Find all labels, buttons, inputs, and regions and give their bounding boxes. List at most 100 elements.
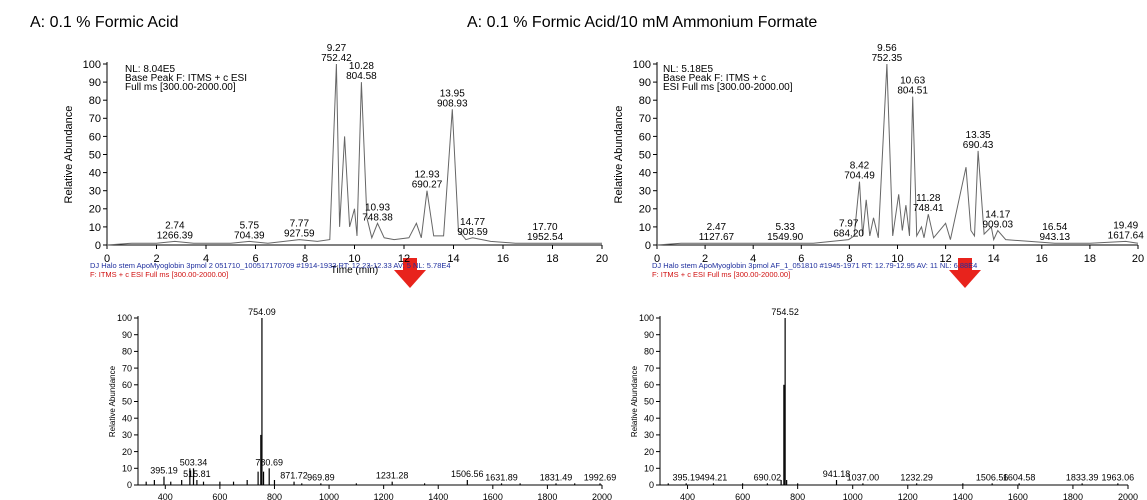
peak-time-label: 10.63 (900, 76, 925, 87)
y-tick-label: 100 (639, 313, 654, 323)
peak-time-label: 2.47 (707, 222, 727, 233)
peak-time-label: 9.27 (327, 43, 347, 54)
trace (656, 63, 1139, 246)
x-tick-label: 4 (750, 253, 756, 265)
x-axis-label: Time (min) (331, 265, 378, 276)
y-tick-label: 50 (644, 397, 654, 407)
peak-time-label: 12.93 (415, 170, 440, 181)
peak-mz-label: 927.59 (284, 229, 315, 240)
peak-time-label: 9.56 (877, 43, 897, 54)
spectrum-header: F: ITMS + c ESI Full ms [300.00-2000.00] (90, 270, 228, 279)
peak-time-label: 19.49 (1113, 220, 1138, 231)
y-tick-label: 60 (122, 380, 132, 390)
peak-time-label: 16.54 (1042, 222, 1067, 233)
peak-mz-label: 752.35 (872, 53, 903, 64)
peak-mz-label: 690.02 (754, 472, 782, 482)
peak-mz-label: 1617.64 (1108, 230, 1145, 241)
annotation: Base Peak F: ITMS + c ESI (125, 73, 247, 84)
peak-mz-label: 908.93 (437, 98, 468, 109)
x-tick-label: 6 (798, 253, 804, 265)
chart-title: A: 0.1 % Formic Acid (30, 14, 179, 31)
y-tick-label: 10 (639, 222, 651, 234)
peak-time-label: 17.70 (533, 222, 558, 233)
x-tick-label: 10 (348, 253, 360, 265)
peak-mz-label: 684.20 (833, 229, 864, 240)
x-tick-label: 0 (104, 253, 110, 265)
arrow (949, 258, 981, 288)
peak-mz-label: 1127.67 (699, 232, 735, 243)
peak-time-label: 7.77 (290, 219, 310, 230)
peak-mz-label: 1506.56 (451, 469, 484, 479)
peak-mz-label: 1631.89 (485, 472, 518, 482)
peak-time-label: 5.75 (240, 220, 260, 231)
x-tick-label: 12 (939, 253, 951, 265)
peak-mz-label: 1831.49 (540, 472, 573, 482)
x-tick-label: 1000 (319, 492, 339, 500)
spectrum-header: DJ Halo stem ApoMyoglobin 3pmol AF_1_051… (652, 261, 977, 270)
peak-mz-label: 969.89 (307, 472, 335, 482)
arrow (394, 258, 426, 288)
x-tick-label: 400 (680, 492, 695, 500)
y-tick-label: 30 (89, 186, 101, 198)
y-tick-label: 90 (89, 77, 101, 89)
peak-time-label: 2.74 (165, 220, 185, 231)
y-tick-label: 80 (122, 347, 132, 357)
y-tick-label: 70 (644, 363, 654, 373)
peak-mz-label: 690.43 (963, 140, 994, 151)
peak-mz-label: 690.27 (412, 180, 443, 191)
peak-mz-label: 395.19 (672, 472, 700, 482)
peak-time-label: 11.28 (916, 193, 941, 204)
x-tick-label: 1800 (537, 492, 557, 500)
annotation: NL: 8.04E5 (125, 64, 175, 75)
x-tick-label: 1200 (374, 492, 394, 500)
peak-time-label: 7.97 (839, 219, 859, 230)
x-tick-label: 800 (790, 492, 805, 500)
x-tick-label: 8 (302, 253, 308, 265)
peak-mz-label: 1604.58 (1003, 472, 1036, 482)
peak-mz-label: 909.03 (982, 220, 1013, 231)
y-tick-label: 0 (95, 240, 101, 252)
x-tick-label: 18 (1084, 253, 1096, 265)
peak-time-label: 5.33 (775, 222, 795, 233)
y-tick-label: 0 (649, 480, 654, 490)
peak-time-label: 13.35 (966, 130, 991, 141)
y-tick-label: 70 (122, 363, 132, 373)
y-tick-label: 70 (639, 113, 651, 125)
annotation: Full ms [300.00-2000.00] (125, 82, 236, 93)
x-tick-label: 16 (497, 253, 509, 265)
x-tick-label: 2 (702, 253, 708, 265)
x-tick-label: 1600 (483, 492, 503, 500)
x-tick-label: 1800 (1063, 492, 1083, 500)
y-tick-label: 100 (83, 59, 101, 71)
y-tick-label: 50 (89, 149, 101, 161)
peak-mz-label: 754.09 (248, 307, 276, 317)
peak-time-label: 14.77 (460, 217, 485, 228)
peak-mz-label: 1833.39 (1066, 472, 1099, 482)
x-tick-label: 10 (891, 253, 903, 265)
y-tick-label: 80 (644, 347, 654, 357)
x-tick-label: 600 (735, 492, 750, 500)
peak-mz-label: 748.38 (362, 212, 393, 223)
x-tick-label: 1400 (953, 492, 973, 500)
peak-mz-label: 503.34 (180, 457, 208, 467)
x-tick-label: 12 (398, 253, 410, 265)
peak-mz-label: 494.21 (700, 472, 728, 482)
y-tick-label: 10 (122, 463, 132, 473)
x-tick-label: 4 (203, 253, 209, 265)
peak-mz-label: 941.18 (823, 469, 851, 479)
peak-mz-label: 1952.54 (527, 232, 564, 243)
peak-mz-label: 704.49 (844, 171, 875, 182)
peak-time-label: 13.95 (440, 88, 465, 99)
x-tick-label: 600 (212, 492, 227, 500)
peak-mz-label: 1231.28 (376, 471, 409, 481)
y-tick-label: 0 (645, 240, 651, 252)
y-tick-label: 20 (639, 204, 651, 216)
peak-mz-label: 704.39 (234, 230, 265, 241)
spectrum-header: DJ Halo stem ApoMyoglobin 3pmol 2 051710… (90, 261, 451, 270)
y-tick-label: 20 (644, 447, 654, 457)
x-tick-label: 2000 (592, 492, 612, 500)
x-tick-label: 2000 (1118, 492, 1138, 500)
x-tick-label: 14 (988, 253, 1000, 265)
x-tick-label: 0 (654, 253, 660, 265)
peak-mz-label: 1037.00 (847, 472, 880, 482)
